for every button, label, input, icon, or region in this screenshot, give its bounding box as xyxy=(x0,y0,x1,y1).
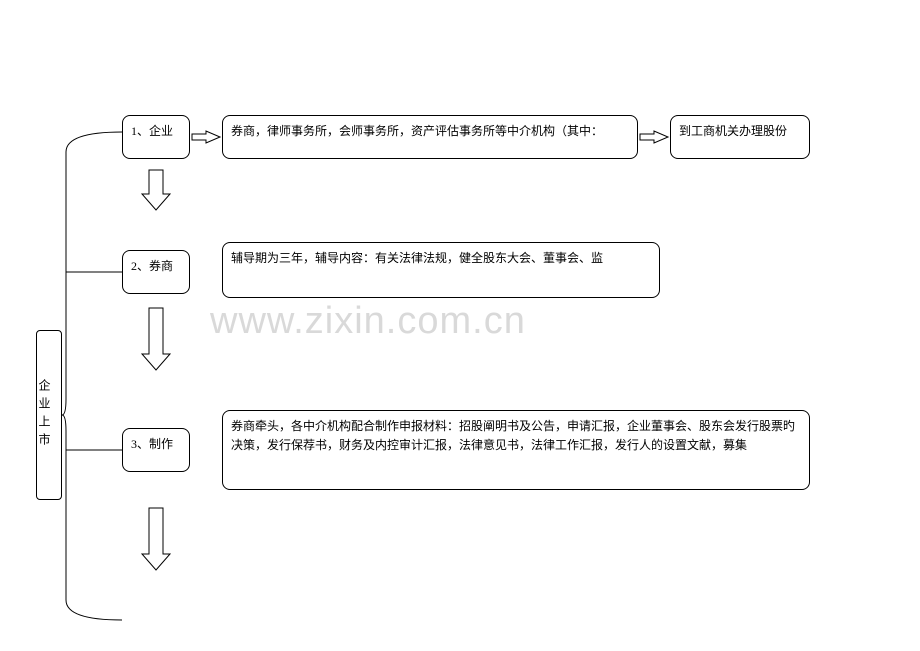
arrow-down-icon xyxy=(142,308,170,370)
row1-step-label: 1、企业 xyxy=(131,124,173,138)
row3-step-box: 3、制作 xyxy=(122,428,190,472)
row1-right-box: 到工商机关办理股份 xyxy=(670,115,810,159)
arrow-down-icon xyxy=(142,170,170,210)
arrow-down-icon xyxy=(142,508,170,570)
row2-step-label: 2、券商 xyxy=(131,259,173,273)
root-title-box: 企业上市 xyxy=(36,330,62,500)
row2-middle-label: 辅导期为三年，辅导内容：有关法律法规，健全股东大会、董事会、监 xyxy=(231,251,603,265)
root-bracket xyxy=(0,0,920,651)
row3-step-label: 3、制作 xyxy=(131,437,173,451)
watermark: www.zixin.com.cn xyxy=(210,300,526,343)
arrow-right-icon xyxy=(640,131,668,143)
diagram-canvas: 企业上市 www.zixin.com.cn 1、企业 券商，律师事务所，会师事务所… xyxy=(0,0,920,651)
row2-middle-box: 辅导期为三年，辅导内容：有关法律法规，健全股东大会、董事会、监 xyxy=(222,242,660,298)
root-title-text: 企业上市 xyxy=(37,379,51,451)
row3-middle-label: 券商牵头，各中介机构配合制作申报材料：招股阐明书及公告，申请汇报，企业董事会、股… xyxy=(231,419,795,452)
row1-middle-label: 券商，律师事务所，会师事务所，资产评估事务所等中介机构（其中： xyxy=(231,124,603,138)
arrow-right-icon xyxy=(192,131,220,143)
horizontal-arrows xyxy=(0,0,920,651)
vertical-arrows xyxy=(0,0,920,651)
row3-middle-box: 券商牵头，各中介机构配合制作申报材料：招股阐明书及公告，申请汇报，企业董事会、股… xyxy=(222,410,810,490)
row2-step-box: 2、券商 xyxy=(122,250,190,294)
row1-right-label: 到工商机关办理股份 xyxy=(679,124,787,138)
row1-step-box: 1、企业 xyxy=(122,115,190,159)
row1-middle-box: 券商，律师事务所，会师事务所，资产评估事务所等中介机构（其中： xyxy=(222,115,638,159)
